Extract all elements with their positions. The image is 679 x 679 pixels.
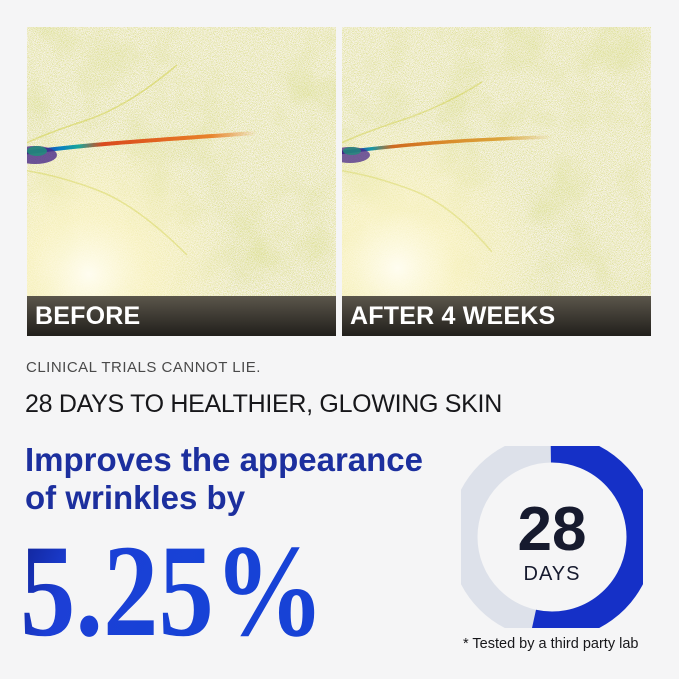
- svg-text:28: 28: [518, 495, 587, 564]
- svg-text:DAYS: DAYS: [524, 563, 581, 585]
